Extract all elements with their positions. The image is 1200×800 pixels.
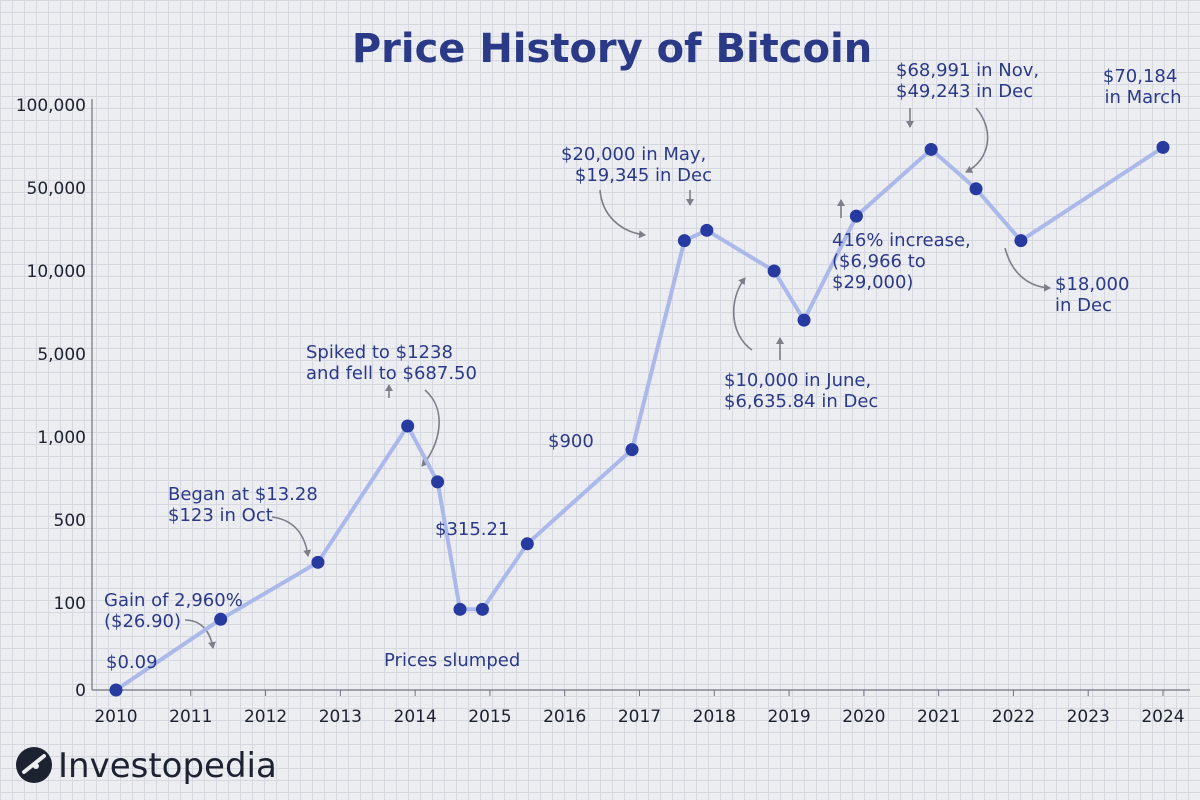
annotation-line: in Dec <box>1055 295 1112 316</box>
annotation-line: $19,345 in Dec <box>575 165 712 186</box>
data-point <box>767 264 781 278</box>
annotations: $0.09 Gain of 2,960% ($26.90) Began at $… <box>104 60 1183 673</box>
data-points <box>109 140 1170 697</box>
x-axis-ticks: 2010 2011 2012 2013 2014 2015 2016 2017 2018 2019… <box>94 690 1185 727</box>
data-point <box>311 555 325 569</box>
annotation-text: Began at $13.28 $123 in Oct <box>168 484 324 526</box>
annotation-line: $29,000) <box>832 272 913 293</box>
annotation-text: Spiked to $1238 and fell to $687.50 <box>306 342 477 384</box>
y-tick-label: 500 <box>54 511 86 531</box>
annotation-text: $68,991 in Nov, $49,243 in Dec <box>896 60 1045 102</box>
data-point <box>401 419 415 433</box>
x-tick-label: 2023 <box>1067 707 1110 727</box>
arrow-2011 <box>184 619 216 649</box>
x-tick-label: 2020 <box>842 707 885 727</box>
annotation-line: and fell to $687.50 <box>306 363 477 384</box>
data-point <box>431 475 445 489</box>
annotation-text: 416% increase, ($6,966 to $29,000) <box>832 230 977 293</box>
data-point <box>924 142 938 156</box>
annotation-line: 416% increase, <box>832 230 971 251</box>
data-point <box>969 182 983 196</box>
y-tick-label: 10,000 <box>27 262 86 282</box>
annotation-line: Gain of 2,960% <box>104 590 243 611</box>
x-tick-label: 2017 <box>618 707 661 727</box>
annotation-text: $18,000 in Dec <box>1055 274 1135 316</box>
y-tick-label: 100,000 <box>16 96 86 116</box>
investopedia-logo-icon <box>16 747 52 783</box>
x-tick-label: 2021 <box>917 707 960 727</box>
data-point <box>700 223 714 237</box>
annotation-line: ($6,966 to <box>832 251 926 272</box>
y-tick-label: 100 <box>54 594 86 614</box>
x-tick-label: 2012 <box>244 707 287 727</box>
y-axis-ticks: 0 100 500 1,000 5,000 10,000 50,000 100,000 <box>16 96 86 701</box>
data-point <box>475 602 489 616</box>
annotation-line: in March <box>1104 87 1181 108</box>
annotation-line: $20,000 in May, <box>561 144 706 165</box>
annotation-text: $20,000 in May, $19,345 in Dec <box>561 144 712 186</box>
data-point <box>520 537 534 551</box>
annotation-text: Gain of 2,960% ($26.90) <box>104 590 249 632</box>
annotation-line: $10,000 in June, <box>724 370 871 391</box>
annotation-line: $123 in Oct <box>168 505 273 526</box>
x-tick-label: 2015 <box>468 707 511 727</box>
annotation-text: Prices slumped <box>384 650 520 671</box>
annotation-line: $900 <box>548 431 594 452</box>
annotation-line: ($26.90) <box>104 611 181 632</box>
annotation-line: Spiked to $1238 <box>306 342 453 363</box>
x-tick-label: 2010 <box>94 707 137 727</box>
annotation-line: $68,991 in Nov, <box>896 60 1039 81</box>
x-tick-label: 2019 <box>767 707 810 727</box>
data-point <box>1156 140 1170 154</box>
data-point <box>625 443 639 457</box>
y-tick-label: 1,000 <box>37 428 86 448</box>
arrow-2021b <box>965 107 989 173</box>
annotation-text: $70,184 in March <box>1103 66 1183 108</box>
data-point <box>214 612 228 626</box>
annotation-text: $900 <box>548 431 594 452</box>
arrow-2022 <box>1004 247 1051 292</box>
x-tick-label: 2022 <box>992 707 1035 727</box>
data-point <box>1014 234 1028 248</box>
annotation-line: $315.21 <box>435 519 509 540</box>
annotation-text: $0.09 <box>106 652 158 673</box>
x-tick-label: 2018 <box>693 707 736 727</box>
annotation-line: Prices slumped <box>384 650 520 671</box>
annotation-line: $0.09 <box>106 652 158 673</box>
data-point <box>797 313 811 327</box>
x-tick-label: 2013 <box>319 707 362 727</box>
annotation-line: Began at $13.28 <box>168 484 318 505</box>
data-point <box>453 602 467 616</box>
x-tick-label: 2024 <box>1141 707 1184 727</box>
annotation-line: $70,184 <box>1103 66 1177 87</box>
data-point <box>849 209 863 223</box>
annotation-text: $315.21 <box>435 519 509 540</box>
arrow-2018-loop <box>732 277 753 351</box>
annotation-line: $49,243 in Dec <box>896 81 1033 102</box>
brand-name: Investopedia <box>58 746 277 786</box>
annotation-text: $10,000 in June, $6,635.84 in Dec <box>724 370 878 412</box>
chart-title: Price History of Bitcoin <box>352 26 872 72</box>
data-point <box>677 234 691 248</box>
annotation-arrows <box>184 107 1051 649</box>
arrow-2017 <box>599 189 646 239</box>
series-line <box>114 145 1165 692</box>
x-tick-label: 2014 <box>394 707 437 727</box>
x-tick-label: 2011 <box>169 707 212 727</box>
x-tick-label: 2016 <box>543 707 586 727</box>
arrow-2012 <box>271 516 312 557</box>
annotation-line: $18,000 <box>1055 274 1129 295</box>
annotation-line: $6,635.84 in Dec <box>724 391 878 412</box>
y-tick-label: 0 <box>75 681 86 701</box>
y-tick-label: 50,000 <box>27 179 86 199</box>
data-point <box>109 683 123 697</box>
y-tick-label: 5,000 <box>37 345 86 365</box>
